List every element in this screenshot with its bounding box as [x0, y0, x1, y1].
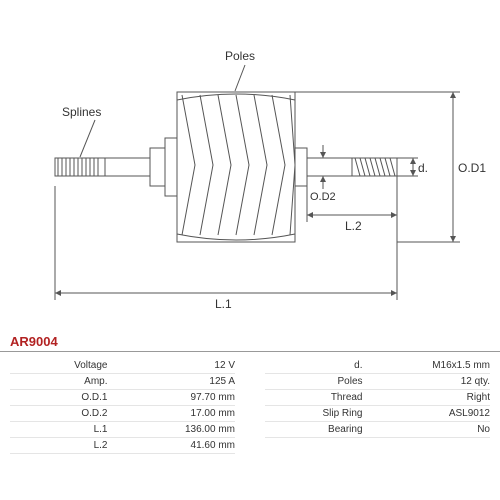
- label-splines: Splines: [62, 105, 101, 119]
- spec-row: O.D.197.70 mm: [10, 390, 235, 406]
- spec-value: 97.70 mm: [138, 392, 236, 403]
- spec-value: ASL9012: [393, 408, 491, 419]
- label-l2: L.2: [345, 219, 362, 233]
- spec-label: Voltage: [10, 360, 138, 371]
- spec-row: Voltage12 V: [10, 358, 235, 374]
- spec-label: L.1: [10, 424, 138, 435]
- spec-row: Slip RingASL9012: [265, 406, 490, 422]
- spec-row: L.1136.00 mm: [10, 422, 235, 438]
- part-code: AR9004: [0, 330, 500, 352]
- spec-label: d.: [265, 360, 393, 371]
- spec-col-right: d.M16x1.5 mmPoles12 qty.ThreadRightSlip …: [265, 358, 490, 454]
- label-od1: O.D1: [458, 161, 486, 175]
- spec-row: Poles12 qty.: [265, 374, 490, 390]
- spec-table: Voltage12 VAmp.125 AO.D.197.70 mmO.D.217…: [0, 352, 500, 454]
- spec-label: Poles: [265, 376, 393, 387]
- spec-value: Right: [393, 392, 491, 403]
- spec-row: O.D.217.00 mm: [10, 406, 235, 422]
- spec-row: BearingNo: [265, 422, 490, 438]
- spec-value: 41.60 mm: [138, 440, 236, 451]
- spec-label: Thread: [265, 392, 393, 403]
- spec-value: 125 A: [138, 376, 236, 387]
- label-l1: L.1: [215, 297, 232, 311]
- spec-label: Amp.: [10, 376, 138, 387]
- spec-label: O.D.2: [10, 408, 138, 419]
- spec-value: M16x1.5 mm: [393, 360, 491, 371]
- spec-col-left: Voltage12 VAmp.125 AO.D.197.70 mmO.D.217…: [10, 358, 235, 454]
- spec-label: Slip Ring: [265, 408, 393, 419]
- spec-value: 136.00 mm: [138, 424, 236, 435]
- spec-label: O.D.1: [10, 392, 138, 403]
- spec-value: No: [393, 424, 491, 435]
- label-d: d.: [418, 161, 428, 175]
- technical-diagram: Splines Poles O.D1 d. O.D2 L.2 L.1: [0, 0, 500, 330]
- spec-label: L.2: [10, 440, 138, 451]
- spec-row: d.M16x1.5 mm: [265, 358, 490, 374]
- spec-value: 12 V: [138, 360, 236, 371]
- spec-value: 17.00 mm: [138, 408, 236, 419]
- label-od2: O.D2: [310, 191, 336, 203]
- spec-row: L.241.60 mm: [10, 438, 235, 454]
- label-poles: Poles: [225, 49, 255, 63]
- spec-label: Bearing: [265, 424, 393, 435]
- spec-row: ThreadRight: [265, 390, 490, 406]
- spec-value: 12 qty.: [393, 376, 491, 387]
- spec-row: Amp.125 A: [10, 374, 235, 390]
